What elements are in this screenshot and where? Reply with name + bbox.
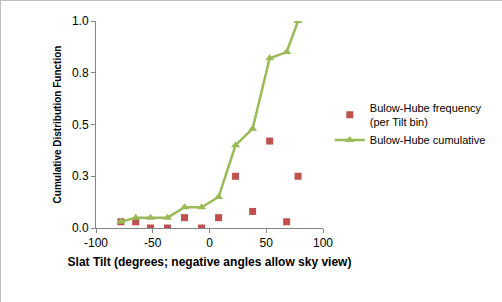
svg-text:Cumulative Distribution Functi: Cumulative Distribution Function: [52, 46, 63, 204]
svg-text:100: 100: [313, 236, 333, 250]
svg-text:Bulow-Hube frequency(per Tilt: Bulow-Hube frequency(per Tilt bin): [370, 102, 482, 128]
svg-text:-50: -50: [144, 236, 162, 250]
svg-text:50: 50: [260, 236, 274, 250]
svg-text:0.8: 0.8: [72, 66, 89, 80]
svg-text:0.5: 0.5: [72, 118, 89, 132]
svg-text:Bulow-Hube cumulative: Bulow-Hube cumulative: [370, 134, 486, 146]
svg-text:Slat Tilt (degrees; negative a: Slat Tilt (degrees; negative angles allo…: [68, 255, 352, 269]
svg-text:0.0: 0.0: [72, 221, 89, 235]
svg-text:-100: -100: [84, 236, 108, 250]
svg-text:0: 0: [206, 236, 213, 250]
svg-text:0.3: 0.3: [72, 169, 89, 183]
svg-text:1.0: 1.0: [72, 14, 89, 28]
